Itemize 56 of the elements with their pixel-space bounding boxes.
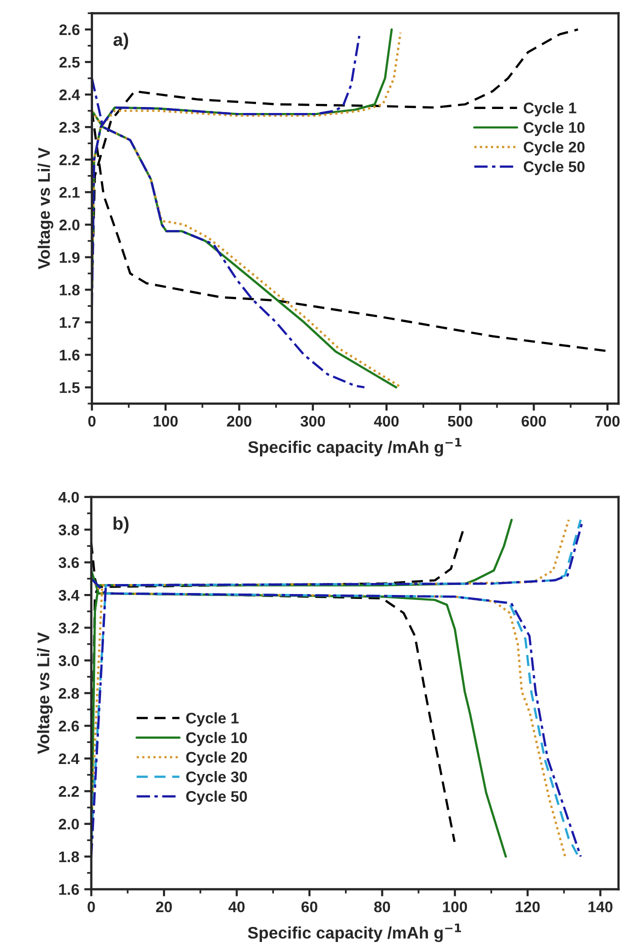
- y-tick-label: 2.2: [59, 154, 80, 166]
- x-tick-label: 140: [588, 901, 612, 912]
- y-tick-label: 2.6: [59, 24, 80, 36]
- annotation: b): [114, 516, 129, 534]
- annotation: a): [114, 32, 128, 50]
- y-axis-title: Voltage vs Li/ V: [37, 632, 53, 754]
- legend-label: Cycle 30: [186, 771, 247, 786]
- x-tick-label: 40: [228, 901, 245, 912]
- y-tick-label: 2.0: [58, 818, 79, 830]
- x-tick-label: 60: [302, 901, 318, 912]
- legend-label: Cycle 50: [524, 160, 585, 176]
- y-tick-label: 3.4: [58, 590, 80, 601]
- y-axis-title: Voltage vs Li/ V: [38, 148, 54, 270]
- y-tick-label: 4.0: [58, 492, 79, 503]
- y-tick-label: 1.6: [59, 884, 79, 895]
- x-tick-label: 700: [595, 416, 620, 427]
- y-tick-label: 1.9: [60, 252, 80, 263]
- legend-label: Cycle 1: [186, 712, 239, 727]
- y-tick-label: 1.8: [59, 851, 80, 862]
- legend-label: Cycle 20: [186, 751, 247, 766]
- legend-label: Cycle 10: [524, 122, 585, 136]
- y-tick-label: 3.0: [58, 655, 79, 666]
- legend-label: Cycle 50: [186, 790, 247, 805]
- y-tick-label: 2.2: [58, 786, 79, 797]
- y-tick-label: 1.7: [60, 317, 80, 328]
- y-tick-label: 2.4: [59, 89, 80, 100]
- x-tick-label: 500: [448, 416, 472, 427]
- legend-label: Cycle 20: [524, 141, 585, 156]
- x-tick-label: 100: [443, 901, 468, 912]
- y-tick-label: 2.3: [59, 122, 80, 133]
- y-tick-label: 2.1: [59, 187, 80, 198]
- x-tick-label: 80: [374, 901, 390, 912]
- x-axis-title: Specific capacity /mAh g$^{−1}$: [248, 438, 462, 456]
- y-tick-label: 2.4: [58, 753, 80, 764]
- y-tick-label: 2.5: [59, 56, 80, 68]
- y-tick-label: 2.8: [58, 688, 80, 699]
- y-tick-label: 2.0: [59, 220, 80, 230]
- y-tick-label: 3.8: [58, 524, 80, 536]
- y-tick-label: 1.5: [60, 382, 80, 394]
- x-tick-label: 100: [154, 416, 178, 427]
- y-tick-label: 3.2: [58, 622, 79, 634]
- x-tick-label: 20: [156, 901, 172, 912]
- legend-label: Cycle 10: [186, 732, 247, 746]
- y-tick-label: 3.6: [58, 557, 79, 568]
- legend-label: Cycle 1: [524, 102, 576, 116]
- y-tick-label: 2.6: [58, 720, 79, 732]
- x-tick-label: 200: [226, 416, 252, 427]
- x-tick-label: 0: [88, 901, 95, 912]
- y-tick-label: 1.8: [60, 284, 80, 296]
- x-tick-label: 0: [88, 416, 96, 427]
- x-tick-label: 600: [522, 416, 546, 427]
- x-tick-label: 120: [516, 901, 540, 912]
- y-tick-label: 1.6: [60, 350, 80, 360]
- x-axis-title: Specific capacity /mAh g$^{−1}$: [248, 924, 462, 942]
- x-tick-label: 400: [374, 416, 399, 427]
- x-tick-label: 300: [300, 416, 325, 427]
